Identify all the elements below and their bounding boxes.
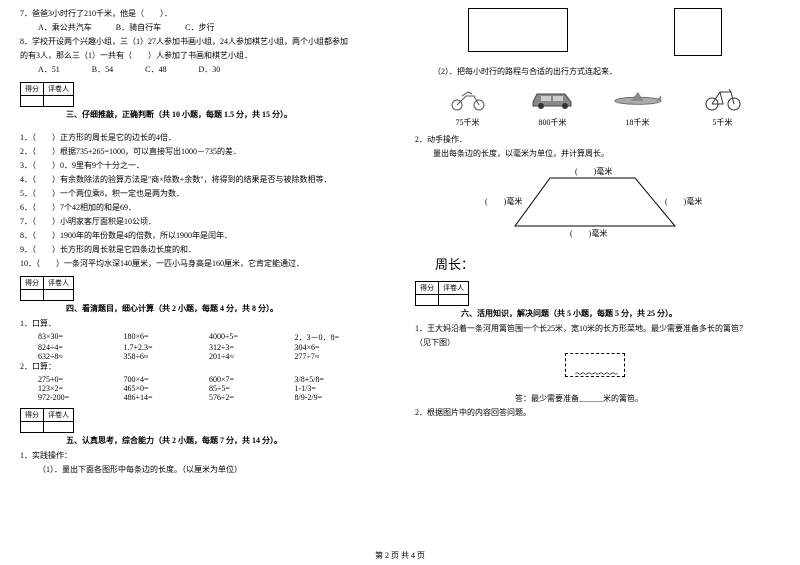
score-table-4: 得分评卷人 [20, 276, 74, 301]
practice-1-1: （1）．量出下面各图形中每条边的长度。（以厘米为单位） [20, 464, 380, 476]
car-icon [528, 84, 578, 114]
square-shape [674, 8, 722, 56]
score-table-3: 得分评卷人 [20, 82, 74, 107]
calc-row: 972-200=486+14=576÷2=8/9-2/9= [20, 393, 380, 402]
plane-icon [613, 84, 663, 114]
motorcycle-cell: 75千米 [428, 84, 508, 128]
grader-cell [44, 96, 74, 107]
transport-icons-row: 75千米 800千米 18千米 5千米 [415, 84, 775, 128]
top-mm-label: ( )毫米 [575, 166, 612, 177]
question-8-line2: 的有3人，那么三（1）一共有（ ）人参加了书画和棋艺小组． [20, 50, 380, 62]
calc-row: 275+0=700×4=600×7=3/8+5/8= [20, 375, 380, 384]
section-3-title: 三、仔细推敲，正确判断（共 10 小题，每题 1.5 分，共 15 分）。 [66, 109, 380, 120]
left-mm-label: ( )毫米 [485, 196, 522, 207]
score-table-5: 得分评卷人 [20, 408, 74, 433]
question-7: 7．爸爸3小时行了210千米，他是（ ）． [20, 8, 380, 20]
dotted-rectangle: ～～～～～～～ [565, 353, 625, 377]
judge-3: 3．（ ）0．9里有9个十分之一． [20, 160, 380, 172]
practice-1-2: （2）．把每小时行的路程与合适的出行方式连起来． [415, 66, 775, 78]
speed-label: 18千米 [598, 117, 678, 128]
right-mm-label: ( )毫米 [665, 196, 702, 207]
speed-label: 75千米 [428, 117, 508, 128]
perimeter-label: 周长： [435, 254, 775, 273]
calc-row: 123×2=465×0=85÷5=1-1/3= [20, 384, 380, 393]
judge-8: 8．（ ）1900年的年份数是4的倍数，所以1900年是闰年． [20, 230, 380, 242]
judge-1: 1．（ ）正方形的周长是它的边长的4倍． [20, 132, 380, 144]
apply-q1-line2: （见下图） [415, 337, 775, 349]
car-cell: 800千米 [513, 84, 593, 128]
calc-1-title: 1．口算． [20, 318, 380, 330]
river-wave: ～～～～～～～ [566, 369, 626, 379]
calc-row: 83×30=180×6=4000÷5=2．3－0．8= [20, 332, 380, 343]
judge-4: 4．（ ）有余数除法的验算方法是"商×除数+余数"，将得到的结果是否与被除数相等… [20, 174, 380, 186]
bicycle-cell: 5千米 [683, 84, 763, 128]
score-cell [21, 96, 44, 107]
question-7-options: A．乘公共汽车 B．骑自行车 C．步行 [20, 22, 380, 34]
apply-q1-line1: 1．王大妈沿着一条河用篱笆围一个长25米，宽10米的长方形菜地。最少需要准备多长… [415, 323, 775, 335]
rectangle-shape [468, 8, 568, 52]
page-footer: 第 2 页 共 4 页 [0, 550, 800, 561]
answer-line: 答：最少需要准备______米的篱笆。 [415, 393, 775, 405]
motorcycle-icon [443, 84, 493, 114]
bicycle-icon [698, 84, 748, 114]
judge-7: 7．（ ）小明家客厅面积是10公顷． [20, 216, 380, 228]
trapezoid-area: ( )毫米 ( )毫米 ( )毫米 ( )毫米 [455, 166, 735, 246]
calc-row: 632÷8≈358÷6≈201÷4≈277÷7≈ [20, 352, 380, 361]
bottom-mm-label: ( )毫米 [570, 228, 607, 239]
grader-label: 评卷人 [44, 83, 74, 96]
speed-label: 800千米 [513, 117, 593, 128]
judge-10: 10．（ ）一条河平均水深140厘米，一匹小马身高是160厘米，它肯定能通过． [20, 258, 380, 270]
right-column: （2）．把每小时行的路程与合适的出行方式连起来． 75千米 800千米 18千米 [400, 0, 800, 545]
score-label: 得分 [21, 83, 44, 96]
fence-diagram: ～～～～～～～ [415, 353, 775, 377]
calc-row: 824÷4=1.7+2.3=312÷3=304×6= [20, 343, 380, 352]
left-column: 7．爸爸3小时行了210千米，他是（ ）． A．乘公共汽车 B．骑自行车 C．步… [0, 0, 400, 545]
question-8-line1: 8．学校开设两个兴趣小组，三（1）27人参加书画小组，24人参加棋艺小组，两个小… [20, 36, 380, 48]
shape-boxes [415, 8, 775, 56]
section-5-title: 五、认真思考，综合能力（共 2 小题，每题 7 分，共 14 分）。 [66, 435, 380, 446]
practice-1: 1．实践操作： [20, 450, 380, 462]
judge-9: 9．（ ）长方形的周长就是它四条边长度的和． [20, 244, 380, 256]
judge-6: 6．（ ）7个42相加的和是69． [20, 202, 380, 214]
plane-cell: 18千米 [598, 84, 678, 128]
practice-2: 2．动手操作． [415, 134, 775, 146]
section-6-title: 六、活用知识，解决问题（共 5 小题，每题 5 分，共 25 分）。 [461, 308, 775, 319]
question-8-options: A．51 B．54 C．48 D．30 [20, 64, 380, 76]
score-table-6: 得分评卷人 [415, 281, 469, 306]
practice-2-desc: 量出每条边的长度，以毫米为单位，并计算周长。 [415, 148, 775, 160]
speed-label: 5千米 [683, 117, 763, 128]
judge-2: 2．（ ）根据735+265=1000，可以直接写出1000－735的差． [20, 146, 380, 158]
section-4-title: 四、看清题目，细心计算（共 2 小题，每题 4 分，共 8 分）。 [66, 303, 380, 314]
calc-2-title: 2．口算： [20, 361, 380, 373]
judge-5: 5．（ ）一个两位乘8，积一定也是两为数． [20, 188, 380, 200]
apply-q2: 2．根据图片中的内容回答问题。 [415, 407, 775, 419]
